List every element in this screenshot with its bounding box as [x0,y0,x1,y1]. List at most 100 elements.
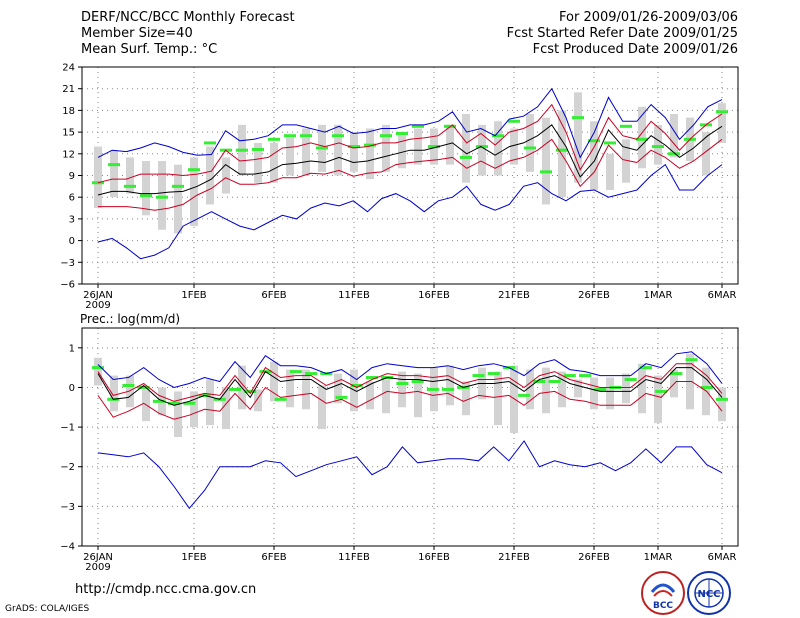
prec-member-box [382,379,390,414]
prec-mean-line [97,367,723,406]
temp-ytick-label: 18 [62,106,75,117]
temp-highlight-mark [124,184,136,188]
temp-xtick-label: 1FEB [181,290,206,301]
variable-label: Mean Surf. Temp.: °C [81,42,218,57]
temp-max-line [97,87,723,159]
prec-member-box [318,385,326,430]
temp-highlight-mark [300,134,312,138]
prec-xtick-label: 21FEB [498,552,530,563]
temp-xtick-label: 6MAR [708,290,737,301]
prec-highlight-mark [152,399,165,403]
temp-highlight-mark [172,184,184,188]
prec-member-box [302,369,310,410]
prec-member-box [718,387,726,422]
prec-member-box [494,371,502,426]
source-url[interactable]: http://cmdp.ncc.cma.gov.cn [75,582,257,597]
prec-highlight-mark [716,397,728,401]
prec-panel-title: Prec.: log(mm/d) [80,312,180,326]
ncc-logo-text: NCC [697,589,720,600]
temp-xtick-label: 21FEB [498,290,530,301]
temp-member-box [302,128,310,176]
prec-highlight-mark [168,401,181,405]
temp-highlight-mark [572,116,584,120]
prec-ytick-label: 0 [69,383,75,394]
prec-highlight-mark [624,378,637,382]
prec-highlight-mark [92,366,104,370]
temp-member-box [366,128,374,180]
temp-member-box [110,150,118,198]
prec-member-box [542,367,550,414]
temp-highlight-mark [204,141,216,145]
prec-highlight-mark [335,395,348,399]
prec-xtick-label: 11FEB [338,552,370,563]
temp-highlight-mark [236,148,248,152]
prec-ytick-label: −1 [60,423,75,434]
temp-highlight-mark [332,134,344,138]
ncc-logo: NCC [687,571,731,615]
prec-highlight-mark [442,387,455,391]
prec-highlight-mark [350,383,363,387]
temp-highlight-mark [588,139,600,143]
temp-highlight-mark [396,132,408,136]
temp-highlight-mark [380,134,392,138]
temp-ytick-label: −6 [60,280,75,291]
temp-highlight-mark [668,152,680,156]
prec-highlight-mark [289,370,302,374]
prec-member-box [190,391,198,428]
prec-highlight-mark [426,387,439,391]
temp-xtick-label: 26FEB [578,290,610,301]
temp-mean-line [97,124,723,196]
temp-highlight-mark [92,181,104,185]
prec-member-box [462,381,470,416]
temp-highlight-mark [492,134,504,138]
prec-year-label: 2009 [85,562,110,573]
temp-ytick-label: 0 [69,236,75,247]
temp-member-box [382,124,390,172]
temp-member-box [158,161,166,230]
temp-member-box [638,106,646,169]
prec-plot-area [82,328,738,546]
temp-member-box [622,139,630,183]
temp-highlight-mark [108,163,120,167]
temp-member-box [286,135,294,176]
temp-upper-line [97,103,723,184]
temp-highlight-mark [252,147,264,151]
prec-member-box [622,373,630,404]
temp-min-line [97,163,723,260]
prec-member-box [590,377,598,410]
prec-highlight-mark [639,366,652,370]
member-size: Member Size=40 [81,26,193,41]
prec-member-box [222,387,230,430]
prec-highlight-mark [700,385,713,389]
prec-xtick-label: 16FEB [418,552,450,563]
forecast-period: For 2009/01/26-2009/03/06 [559,10,738,25]
prec-member-box [334,373,342,404]
prec-member-box [270,361,278,402]
prec-xtick-label: 1FEB [181,552,206,563]
prec-member-box [254,389,262,412]
temp-member-box [462,114,470,183]
prec-member-box [446,365,454,406]
temp-member-box [350,132,358,172]
temp-highlight-mark [540,170,552,174]
temp-member-box [142,161,150,216]
prec-highlight-mark [579,374,592,378]
prec-member-box [574,379,582,398]
temp-ytick-label: −3 [60,258,75,269]
fcst-started-date: Fcst Started Refer Date 2009/01/25 [506,26,738,41]
prec-highlight-mark [137,385,150,389]
temp-member-box [174,164,182,234]
prec-member-box [206,379,214,426]
temp-member-box [334,124,342,176]
temp-member-box [542,117,550,205]
temp-member-box [702,132,710,176]
temp-highlight-mark [620,124,632,128]
temp-member-box [446,124,454,165]
prec-highlight-mark [533,380,546,384]
prec-min-line [97,440,723,510]
temp-highlight-mark [556,148,568,152]
temp-highlight-mark [316,146,328,150]
prec-ytick-label: −3 [60,502,75,513]
prec-member-box [174,391,182,437]
